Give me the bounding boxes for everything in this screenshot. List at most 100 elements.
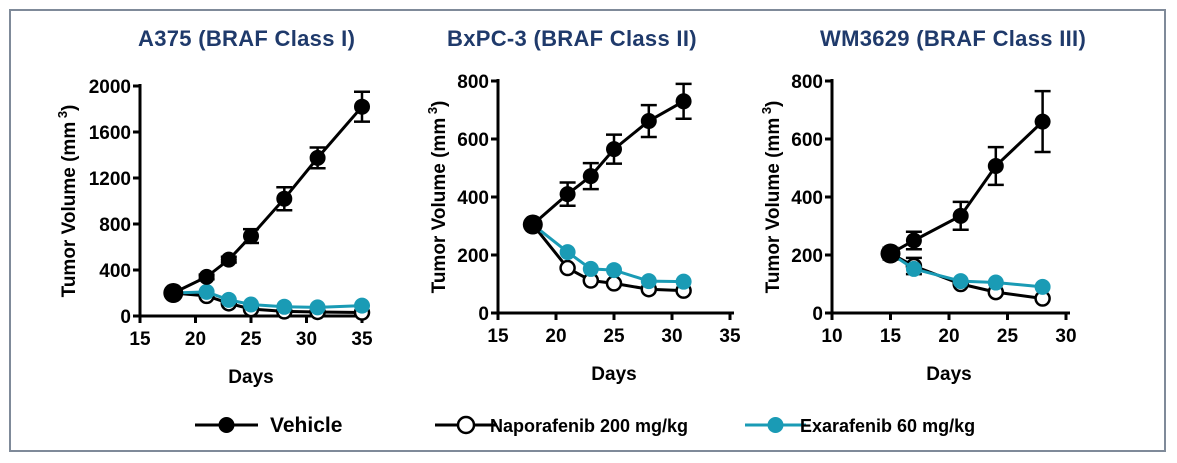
data-point bbox=[276, 190, 293, 207]
data-point bbox=[640, 113, 657, 130]
x-axis-label: Days bbox=[591, 364, 636, 385]
data-point bbox=[952, 273, 969, 290]
y-axis-label-superscript: 3 bbox=[759, 107, 774, 118]
legend-marker-filled-circle bbox=[218, 417, 235, 433]
x-tick-label: 20 bbox=[938, 326, 959, 347]
y-tick-label: 2000 bbox=[89, 77, 131, 98]
data-point bbox=[675, 93, 692, 110]
y-tick-label: 400 bbox=[99, 261, 131, 282]
y-tick-label: 0 bbox=[120, 307, 131, 328]
y-tick-label: 200 bbox=[791, 246, 823, 267]
legend-marker-open-circle bbox=[456, 415, 476, 435]
data-point bbox=[1034, 278, 1051, 295]
data-point bbox=[606, 141, 622, 158]
data-point bbox=[198, 283, 215, 300]
x-tick-label: 20 bbox=[545, 326, 566, 347]
data-point bbox=[354, 98, 370, 115]
x-tick-label: 20 bbox=[185, 329, 206, 350]
data-point bbox=[243, 296, 259, 313]
data-point bbox=[309, 149, 326, 166]
legend-item-2: Exarafenib 60 mg/kg bbox=[745, 416, 975, 436]
y-tick-label: 1200 bbox=[89, 169, 131, 190]
y-tick-label: 800 bbox=[791, 72, 823, 93]
data-point bbox=[220, 251, 237, 268]
y-axis-label: Tumor Volume (mm 3) bbox=[759, 101, 784, 294]
data-point bbox=[905, 260, 922, 277]
y-axis-label-text: Tumor Volume (mm bbox=[429, 118, 450, 294]
legend: Vehicle Naporafenib 200 mg/kg Exarafenib 6… bbox=[195, 414, 975, 437]
panel-title-bxpc3: BxPC-3 (BRAF Class II) bbox=[447, 26, 697, 51]
x-tick-label: 15 bbox=[487, 326, 509, 347]
y-tick-label: 400 bbox=[457, 188, 489, 209]
data-point bbox=[582, 260, 599, 277]
data-point bbox=[582, 168, 599, 185]
panel-title-a375: A375 (BRAF Class I) bbox=[138, 26, 356, 51]
data-point bbox=[605, 275, 623, 292]
data-point bbox=[522, 214, 543, 235]
y-tick-label: 1600 bbox=[89, 123, 131, 144]
panel-0: 0 400 800 1200 1600 2000 15 20 25 30 35 Days Tumor V… bbox=[55, 77, 373, 388]
series-naporafenib bbox=[524, 216, 692, 299]
data-point bbox=[1034, 113, 1051, 130]
y-axis-label-end: ) bbox=[763, 101, 784, 107]
panel-title-wm3629: WM3629 (BRAF Class III) bbox=[820, 26, 1087, 51]
legend-item-1: Naporafenib 200 mg/kg bbox=[435, 415, 688, 436]
y-tick-label: 800 bbox=[99, 215, 131, 236]
x-tick-label: 15 bbox=[880, 326, 902, 347]
panel-2: 0 200 400 600 800 10 15 20 25 30 Days Tumor Volume … bbox=[759, 72, 1077, 385]
series-vehicle bbox=[880, 89, 1051, 264]
y-tick-label: 400 bbox=[791, 188, 823, 209]
x-axis-label: Days bbox=[228, 367, 273, 388]
x-tick-label: 25 bbox=[603, 326, 625, 347]
data-point bbox=[198, 268, 215, 285]
legend-label: Naporafenib 200 mg/kg bbox=[490, 416, 688, 436]
x-tick-label: 30 bbox=[296, 329, 317, 350]
data-point bbox=[559, 244, 576, 261]
data-point bbox=[163, 283, 184, 303]
y-tick-label: 200 bbox=[457, 246, 489, 267]
figure-frame bbox=[9, 9, 1166, 452]
data-point bbox=[952, 207, 969, 224]
data-point bbox=[987, 157, 1004, 174]
x-tick-label: 25 bbox=[997, 326, 1019, 347]
series-line bbox=[172, 105, 364, 295]
data-point bbox=[559, 186, 576, 203]
series-vehicle bbox=[522, 82, 692, 235]
legend-marker-filled-circle bbox=[767, 417, 784, 433]
x-axis-label: Days bbox=[926, 364, 971, 385]
data-point bbox=[905, 232, 922, 249]
legend-label: Vehicle bbox=[270, 414, 342, 437]
y-axis-label-text: Tumor Volume (mm bbox=[763, 118, 784, 294]
data-point bbox=[606, 262, 622, 279]
series-vehicle bbox=[163, 90, 370, 303]
x-tick-label: 35 bbox=[351, 329, 373, 350]
y-axis-label: Tumor Volume (mm 3) bbox=[425, 101, 450, 294]
y-tick-label: 800 bbox=[457, 72, 489, 93]
y-axis-label-superscript: 3 bbox=[425, 107, 440, 118]
y-tick-label: 600 bbox=[791, 130, 823, 151]
y-tick-label: 600 bbox=[457, 130, 489, 151]
x-tick-label: 15 bbox=[129, 329, 151, 350]
data-point bbox=[640, 273, 657, 290]
y-axis-label-end: ) bbox=[59, 105, 80, 111]
x-tick-label: 25 bbox=[240, 329, 262, 350]
data-point bbox=[276, 298, 293, 315]
data-point bbox=[354, 297, 370, 314]
data-point bbox=[880, 243, 901, 264]
y-axis-label-end: ) bbox=[429, 101, 450, 107]
y-axis-label-text: Tumor Volume (mm bbox=[59, 122, 80, 298]
y-axis-label-superscript: 3 bbox=[55, 111, 70, 122]
data-point bbox=[675, 273, 692, 290]
y-tick-label: 0 bbox=[812, 304, 823, 325]
x-tick-label: 30 bbox=[1055, 326, 1076, 347]
panel-1: 0 200 400 600 800 15 20 25 30 35 Days Tumor Volume … bbox=[425, 72, 741, 385]
data-point bbox=[220, 291, 237, 308]
data-point bbox=[559, 259, 576, 277]
y-axis-label: Tumor Volume (mm 3) bbox=[55, 105, 80, 298]
legend-label: Exarafenib 60 mg/kg bbox=[800, 416, 975, 436]
x-tick-label: 30 bbox=[661, 326, 682, 347]
y-tick-label: 0 bbox=[478, 304, 489, 325]
x-tick-label: 10 bbox=[821, 326, 842, 347]
data-point bbox=[309, 299, 326, 316]
